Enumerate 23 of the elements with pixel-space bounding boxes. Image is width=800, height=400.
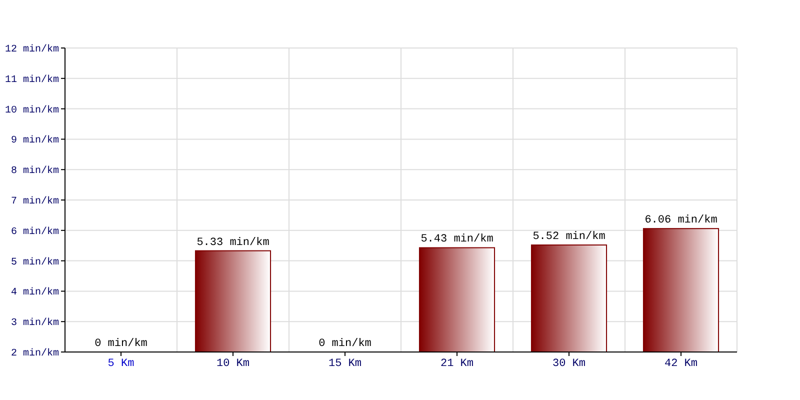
data-label: 6.06 min/km	[644, 214, 718, 227]
data-label: 5.52 min/km	[532, 230, 606, 243]
y-tick-label: 5 min/km	[10, 256, 59, 268]
y-tick-label: 9 min/km	[10, 134, 59, 147]
x-tick-label: 21 Km	[440, 358, 474, 370]
x-tick-label: 42 Km	[664, 358, 698, 370]
data-label: 5.33 min/km	[196, 236, 270, 249]
y-tick-label: 10 min/km	[4, 104, 59, 116]
text: 0 min/km	[94, 338, 148, 350]
x-tick-label: 5 Km	[108, 358, 135, 370]
y-tick-label: 12 min/km	[4, 44, 59, 56]
y-tick-label: 11 min/km	[4, 74, 59, 86]
x-tick-label: 10 Km	[216, 358, 250, 370]
y-tick-label: 3 min/km	[10, 317, 59, 330]
y-tick-label: 8 min/km	[10, 165, 59, 178]
x-tick-label: 30 Km	[552, 358, 586, 370]
y-tick-label: 6 min/km	[10, 226, 59, 238]
data-label: 5.43 min/km	[420, 234, 494, 246]
x-tick-label: 15 Km	[328, 358, 362, 370]
text: 0 min/km	[318, 338, 372, 350]
y-tick-label: 2 min/km	[10, 348, 59, 360]
y-tick-label: 7 min/km	[10, 196, 59, 208]
y-tick-label: 4 min/km	[10, 286, 59, 299]
